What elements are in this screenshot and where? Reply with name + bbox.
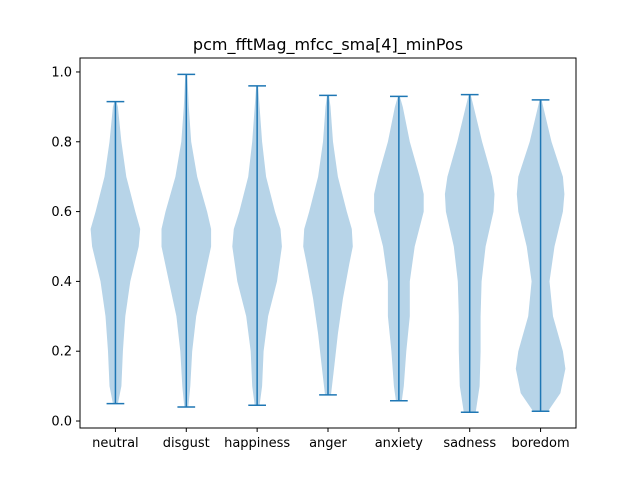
chart-title: pcm_fftMag_mfcc_sma[4]_minPos	[193, 35, 463, 55]
x-tick-label-anger: anger	[309, 436, 347, 451]
y-tick-label: 0.0	[51, 415, 72, 430]
x-tick-label-neutral: neutral	[92, 436, 139, 451]
x-tick-label-happiness: happiness	[224, 436, 290, 451]
y-tick-label: 1.0	[51, 65, 72, 80]
axes: 0.0 0.2 0.4 0.6 0.8 1.0 neutral disgust happines…	[51, 57, 577, 451]
plot-area	[90, 73, 566, 414]
x-tick-label-boredom: boredom	[512, 436, 570, 451]
y-tick-label: 0.4	[51, 275, 72, 290]
x-tick-label-disgust: disgust	[163, 436, 210, 451]
x-tick-label-anxiety: anxiety	[375, 436, 424, 451]
y-tick-label: 0.6	[51, 205, 72, 220]
y-tick-label: 0.8	[51, 135, 72, 150]
x-tick-label-sadness: sadness	[443, 436, 496, 451]
y-tick-label: 0.2	[51, 345, 72, 360]
